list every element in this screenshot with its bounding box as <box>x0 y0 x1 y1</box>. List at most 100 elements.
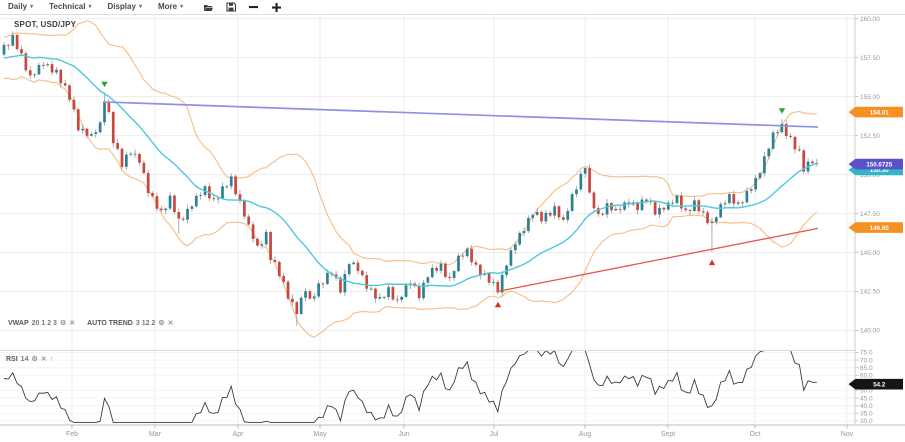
candle-body <box>527 217 530 232</box>
svg-text:146.60: 146.60 <box>870 225 889 232</box>
candle-body <box>465 248 469 257</box>
candle-body <box>133 153 137 155</box>
candle-body <box>2 44 6 55</box>
buy-signal-marker <box>708 259 716 266</box>
price-tick-label: 147.50 <box>860 211 880 218</box>
candle-body <box>444 263 447 277</box>
candle-body <box>312 296 316 299</box>
candle-body <box>636 202 639 211</box>
candle-body <box>562 217 565 220</box>
candle-body <box>767 148 771 157</box>
zoom-in-icon[interactable] <box>271 2 282 13</box>
candle-body <box>522 231 526 234</box>
candle-body <box>46 64 50 66</box>
candle-body <box>566 210 570 220</box>
candle-body <box>37 64 41 75</box>
candle-body <box>41 64 45 66</box>
candle-body <box>784 123 788 136</box>
candle-body <box>159 208 163 211</box>
candle-body <box>107 101 111 112</box>
candle-body <box>63 83 67 86</box>
candle-body <box>478 264 482 275</box>
candle-body <box>496 281 500 293</box>
gear-icon[interactable]: ⚙ <box>158 320 165 327</box>
candle-body <box>221 186 224 199</box>
expand-pane-arrow-icon[interactable]: ↑ <box>49 356 54 363</box>
candle-body <box>776 132 779 134</box>
candle-body <box>90 134 93 136</box>
candle-body <box>387 287 390 297</box>
candle-body <box>120 148 124 167</box>
candle-body <box>282 275 286 282</box>
rsi-tick-label: 75.0 <box>860 350 873 357</box>
gear-icon[interactable]: ⚙ <box>59 320 67 327</box>
month-tick-label: Aug <box>579 431 592 438</box>
candle-body <box>710 221 714 224</box>
candle-body <box>168 195 172 209</box>
menu-more[interactable]: More ▾ <box>158 3 183 11</box>
open-folder-icon[interactable] <box>203 3 214 12</box>
rsi-tick-label: 50.0 <box>860 388 873 395</box>
candle-body <box>68 85 71 100</box>
chevron-down-icon: ▾ <box>138 4 142 10</box>
upper-band-price-tag <box>848 106 903 118</box>
menu-technical[interactable]: Technical ▾ <box>49 3 91 11</box>
candle-body <box>509 250 513 266</box>
trendline-layer <box>102 101 819 293</box>
candle-body <box>645 199 648 202</box>
candle-body <box>111 111 115 144</box>
ascending-support-trendline <box>496 227 819 293</box>
candle-body <box>745 190 749 203</box>
candle-body <box>640 199 644 211</box>
rsi-tick-label: 40.0 <box>860 403 873 410</box>
candle-body <box>439 263 443 271</box>
rsi-tick-label: 70.0 <box>860 357 873 364</box>
close-icon[interactable]: ✕ <box>69 320 76 327</box>
candle-body <box>374 288 377 299</box>
chevron-down-icon: ▾ <box>30 4 34 10</box>
candle-body <box>588 168 591 193</box>
candle-body <box>544 212 548 222</box>
candle-body <box>802 150 806 172</box>
candle-body <box>317 283 320 297</box>
month-tick-label: Nov <box>841 431 854 438</box>
close-icon[interactable]: ✕ <box>167 320 174 327</box>
candle-body <box>356 262 360 271</box>
candle-body <box>395 299 399 301</box>
svg-text:150.30: 150.30 <box>870 167 889 174</box>
candle-body <box>701 211 705 213</box>
rsi-tick-label: 45.0 <box>860 395 873 402</box>
candle-body <box>763 156 766 174</box>
candle-body <box>404 285 408 297</box>
zoom-out-icon[interactable] <box>248 2 259 12</box>
vwap-indicator-legend: VWAP 20 1 2 3 ⚙ ✕ <box>8 320 75 327</box>
month-tick-label: May <box>313 431 327 438</box>
price-tick-label: 160.00 <box>860 16 880 23</box>
menu-display[interactable]: Display ▾ <box>107 3 141 11</box>
candle-body <box>714 217 718 222</box>
candle-body <box>59 69 63 84</box>
candle-body <box>518 233 522 245</box>
sell-signal-marker <box>101 81 108 88</box>
candle-body <box>326 273 329 284</box>
sell-signal-marker <box>778 108 786 114</box>
candle-body <box>7 44 10 46</box>
overlay-indicator-row: VWAP 20 1 2 3 ⚙ ✕ AUTO TREND 3 12 2 ⚙ ✕ <box>8 320 173 327</box>
close-icon[interactable]: ✕ <box>40 356 47 363</box>
chevron-down-icon: ▾ <box>180 4 184 10</box>
candle-body <box>251 224 255 239</box>
candle-body <box>688 210 692 212</box>
candle-body <box>535 212 539 215</box>
svg-text:150.6725: 150.6725 <box>866 161 892 168</box>
candle-body <box>430 267 434 278</box>
candle-body <box>72 99 76 110</box>
save-icon[interactable] <box>226 2 237 12</box>
menu-timeframe[interactable]: Daily ▾ <box>8 3 33 11</box>
candle-body <box>369 288 373 290</box>
buy-signal-marker <box>494 301 502 308</box>
grid-layer <box>0 14 855 425</box>
gear-icon[interactable]: ⚙ <box>31 356 38 363</box>
candle-body <box>719 204 723 218</box>
menu-timeframe-label: Daily <box>8 2 28 11</box>
